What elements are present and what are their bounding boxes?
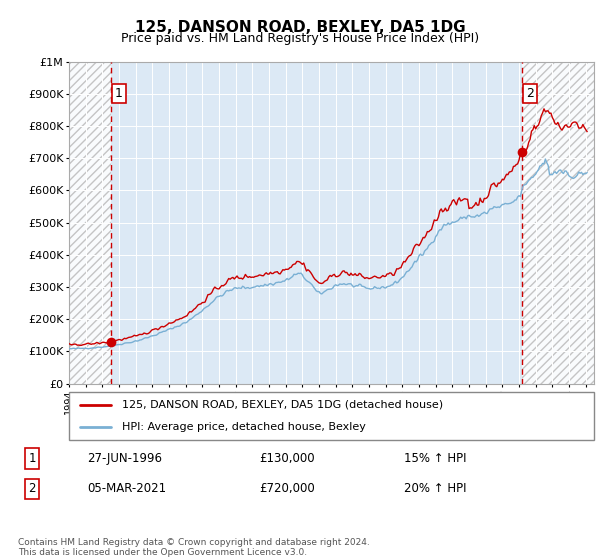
Text: 125, DANSON ROAD, BEXLEY, DA5 1DG (detached house): 125, DANSON ROAD, BEXLEY, DA5 1DG (detac… [121, 400, 443, 410]
Text: Price paid vs. HM Land Registry's House Price Index (HPI): Price paid vs. HM Land Registry's House … [121, 32, 479, 45]
Bar [522, 62, 600, 384]
Text: 125, DANSON ROAD, BEXLEY, DA5 1DG: 125, DANSON ROAD, BEXLEY, DA5 1DG [134, 20, 466, 35]
Text: £720,000: £720,000 [260, 482, 316, 495]
FancyBboxPatch shape [69, 392, 594, 440]
Text: 1: 1 [115, 87, 123, 100]
Text: 05-MAR-2021: 05-MAR-2021 [87, 482, 166, 495]
Text: 27-JUN-1996: 27-JUN-1996 [87, 452, 162, 465]
Text: Contains HM Land Registry data © Crown copyright and database right 2024.
This d: Contains HM Land Registry data © Crown c… [18, 538, 370, 557]
Text: 1: 1 [28, 452, 36, 465]
Text: 2: 2 [28, 482, 36, 495]
Text: HPI: Average price, detached house, Bexley: HPI: Average price, detached house, Bexl… [121, 422, 365, 432]
Text: 15% ↑ HPI: 15% ↑ HPI [404, 452, 466, 465]
Bar [69, 62, 110, 384]
Text: 20% ↑ HPI: 20% ↑ HPI [404, 482, 466, 495]
Text: £130,000: £130,000 [260, 452, 316, 465]
Text: 2: 2 [526, 87, 534, 100]
